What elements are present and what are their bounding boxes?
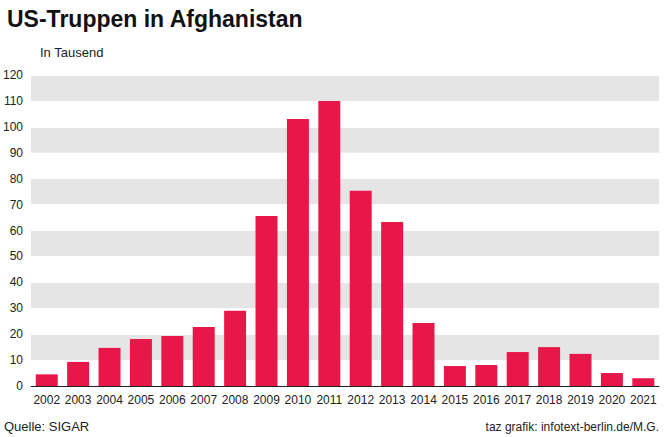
svg-text:2014: 2014 <box>410 393 437 407</box>
svg-text:Quelle: SIGAR: Quelle: SIGAR <box>4 419 89 434</box>
svg-text:80: 80 <box>10 172 24 186</box>
svg-text:2021: 2021 <box>630 393 657 407</box>
svg-text:50: 50 <box>10 249 24 263</box>
svg-text:2009: 2009 <box>253 393 280 407</box>
svg-text:2003: 2003 <box>65 393 92 407</box>
svg-text:2007: 2007 <box>190 393 217 407</box>
svg-text:2015: 2015 <box>442 393 469 407</box>
svg-text:10: 10 <box>10 353 24 367</box>
svg-text:2018: 2018 <box>536 393 563 407</box>
svg-text:2012: 2012 <box>347 393 374 407</box>
svg-text:In Tausend: In Tausend <box>40 45 103 60</box>
svg-text:2011: 2011 <box>316 393 342 407</box>
svg-text:2010: 2010 <box>285 393 312 407</box>
svg-text:taz grafik: infotext-berlin.de: taz grafik: infotext-berlin.de/M.G. <box>486 420 659 434</box>
svg-text:2016: 2016 <box>473 393 500 407</box>
svg-text:90: 90 <box>10 146 24 160</box>
svg-text:30: 30 <box>10 301 24 315</box>
svg-text:2004: 2004 <box>96 393 123 407</box>
svg-text:70: 70 <box>10 198 24 212</box>
svg-text:2017: 2017 <box>504 393 531 407</box>
svg-text:20: 20 <box>10 327 24 341</box>
svg-text:60: 60 <box>10 224 24 238</box>
svg-text:2020: 2020 <box>599 393 626 407</box>
svg-text:0: 0 <box>16 379 23 393</box>
svg-text:2019: 2019 <box>567 393 594 407</box>
svg-text:2002: 2002 <box>33 393 60 407</box>
svg-text:2006: 2006 <box>159 393 186 407</box>
svg-text:40: 40 <box>10 275 24 289</box>
svg-text:2008: 2008 <box>222 393 249 407</box>
svg-text:120: 120 <box>3 68 23 82</box>
svg-text:2005: 2005 <box>128 393 155 407</box>
svg-text:2013: 2013 <box>379 393 406 407</box>
svg-text:US-Truppen in Afghanistan: US-Truppen in Afghanistan <box>7 6 303 32</box>
svg-text:110: 110 <box>4 94 23 108</box>
svg-text:100: 100 <box>3 120 23 134</box>
